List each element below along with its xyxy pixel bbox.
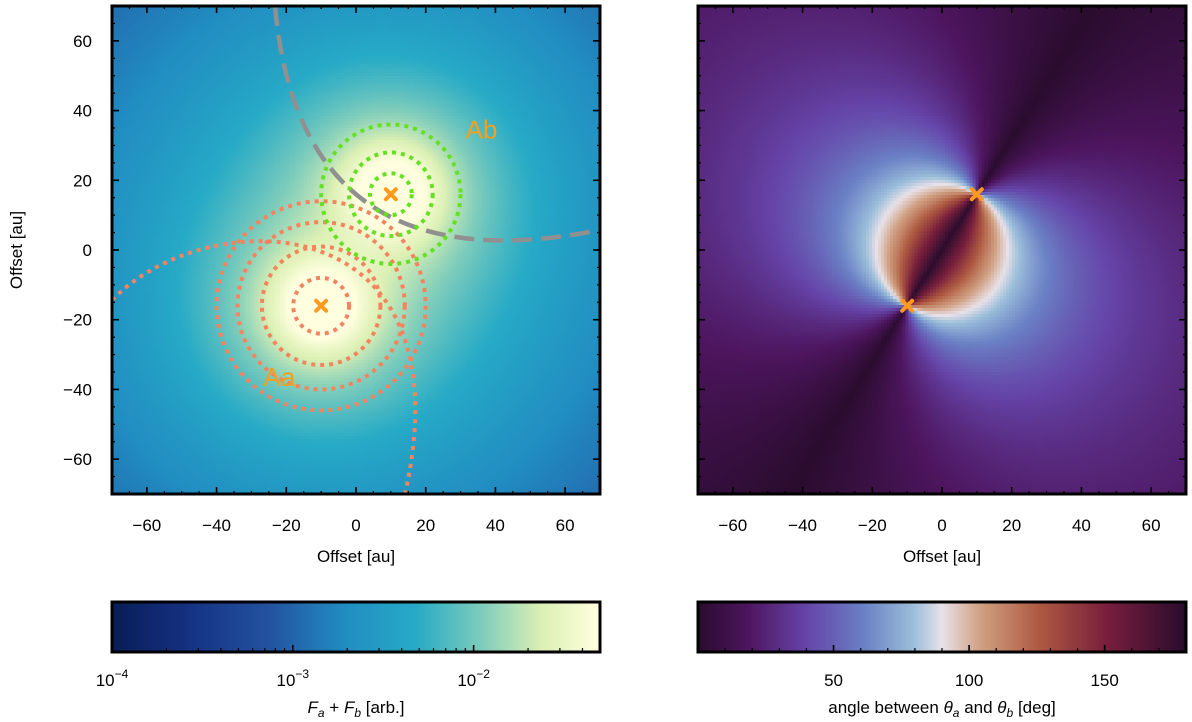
right-colorbar-ticks: 50 100 150 [724, 645, 1160, 690]
colorbar-tick-label: 10−3 [277, 667, 310, 690]
flux-heatmap [112, 6, 600, 494]
right-axis-ticks: −60 −40 −20 0 20 40 60 [697, 5, 1187, 535]
x-tick-label: 40 [1072, 516, 1091, 535]
left-colorbar: 10−4 10−3 10−2 Fa + Fb [arb.] [96, 600, 602, 720]
star-marker [969, 187, 984, 202]
left-x-axis-label: Offset [au] [317, 547, 395, 566]
x-tick-label: 20 [1002, 516, 1021, 535]
star-label: Ab [466, 114, 498, 144]
x-tick-label: −20 [272, 516, 301, 535]
right-colorbar-label: angle between θa and θb [deg] [828, 698, 1056, 720]
x-tick-label: −40 [788, 516, 817, 535]
contour-ring [291, 275, 352, 336]
x-tick-label: −20 [858, 516, 887, 535]
star-marker [314, 298, 329, 313]
x-tick-label: 0 [937, 516, 946, 535]
y-tick-label: −60 [63, 450, 92, 469]
colorbar-tick-label: 10−2 [457, 667, 490, 690]
right-colorbar-gradient [698, 602, 1186, 652]
right-x-axis-label: Offset [au] [903, 547, 981, 566]
left-colorbar-gradient [112, 602, 600, 652]
star-marker [383, 187, 398, 202]
contour-ring [235, 220, 407, 392]
colorbar-tick-label: 100 [955, 671, 983, 690]
x-tick-label: −60 [718, 516, 747, 535]
x-tick-label: 20 [416, 516, 435, 535]
left-colorbar-ticks: 10−4 10−3 10−2 [96, 645, 601, 690]
contour-ring [367, 171, 414, 218]
x-tick-label: 60 [1142, 516, 1161, 535]
y-tick-label: 20 [73, 171, 92, 190]
right-overlay [900, 187, 984, 313]
colorbar-tick-label: 10−4 [96, 667, 129, 690]
x-tick-label: 60 [556, 516, 575, 535]
star-marker [900, 298, 915, 313]
x-tick-label: −60 [132, 516, 161, 535]
x-tick-label: 40 [486, 516, 505, 535]
contour-ring [319, 122, 463, 266]
angle-heatmap [698, 6, 1186, 494]
left-axis-ticks: −60 −40 −20 0 20 40 60 −60 −40 −20 0 20 40 60 [63, 5, 601, 535]
y-tick-label: 40 [73, 102, 92, 121]
y-tick-label: −20 [63, 311, 92, 330]
left-panel: Aa Ab −60 −40 −20 0 20 40 60 −60 −40 −20 0 20 40 60 Of… [7, 4, 602, 566]
colorbar-tick-label: 150 [1090, 671, 1118, 690]
right-panel: −60 −40 −20 0 20 40 60 Offset [au] [696, 4, 1188, 566]
y-tick-label: −40 [63, 380, 92, 399]
contour-ring [259, 244, 383, 368]
y-tick-label: 60 [73, 32, 92, 51]
contour-ring [214, 199, 428, 413]
x-tick-label: 0 [351, 516, 360, 535]
left-colorbar-frame [110, 600, 602, 654]
colorbar-tick-label: 50 [824, 671, 843, 690]
contour-ring [347, 150, 435, 239]
left-colorbar-label: Fa + Fb [arb.] [308, 698, 405, 720]
star-label: Aa [263, 362, 295, 392]
left-overlay: Aa Ab [112, 6, 600, 494]
left-y-axis-label: Offset [au] [7, 211, 26, 289]
y-tick-label: 0 [83, 241, 92, 260]
right-colorbar: 50 100 150 angle between θa and θb [deg] [696, 600, 1188, 720]
outer-orbit-arc [272, 6, 600, 243]
x-tick-label: −40 [202, 516, 231, 535]
